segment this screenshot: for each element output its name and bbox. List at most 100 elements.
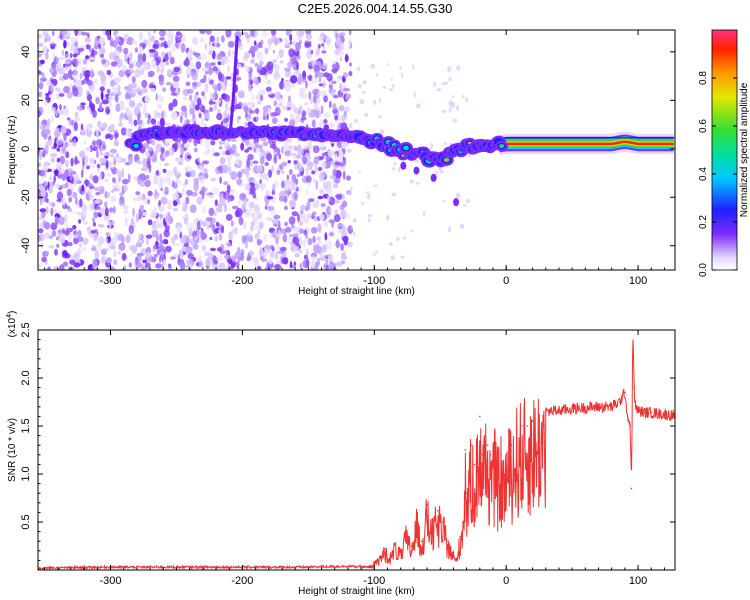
snr-point [634, 406, 637, 408]
noise-blob [258, 60, 264, 66]
noise-blob [358, 171, 362, 174]
noise-blob [138, 90, 144, 96]
noise-blob [238, 216, 244, 226]
noise-blob [89, 157, 95, 164]
noise-blob [113, 205, 116, 214]
noise-blob [99, 102, 103, 112]
noise-blob [318, 120, 324, 128]
noise-blob [312, 94, 317, 104]
noise-blob [66, 91, 73, 99]
snr-point [663, 413, 666, 416]
noise-blob [153, 59, 157, 69]
noise-blob [149, 87, 156, 92]
noise-blob [416, 103, 421, 109]
noise-blob [234, 103, 242, 110]
noise-blob [38, 42, 44, 48]
noise-blob [328, 100, 332, 109]
noise-blob [247, 231, 253, 237]
noise-blob [387, 62, 390, 66]
noise-blob [299, 204, 306, 211]
noise-blob [256, 164, 263, 173]
noise-blob [289, 169, 293, 175]
noise-blob [86, 165, 90, 170]
noise-blob [284, 221, 288, 227]
noise-blob [91, 203, 95, 209]
noise-blob [344, 106, 350, 113]
noise-blob [228, 263, 232, 268]
ridge-blobs [124, 123, 509, 207]
noise-blob [312, 255, 316, 262]
noise-blob [319, 89, 327, 96]
noise-blob [136, 119, 143, 125]
noise-blob [87, 226, 91, 231]
noise-blob [124, 86, 129, 90]
noise-blob [158, 43, 163, 48]
noise-blob [83, 139, 87, 145]
noise-blob [39, 77, 48, 82]
noise-blob [247, 208, 254, 213]
snr-point [489, 454, 492, 456]
noise-blob [217, 61, 222, 66]
noise-blob [107, 125, 115, 133]
noise-blob [204, 139, 210, 149]
noise-blob [147, 219, 153, 226]
noise-blob [372, 253, 377, 256]
noise-blob [96, 242, 102, 252]
noise-blob [111, 157, 116, 162]
noise-blob [294, 116, 300, 124]
snr-point [436, 509, 439, 512]
noise-blob [124, 216, 128, 226]
noise-blob [230, 138, 237, 142]
noise-blob [290, 224, 295, 229]
noise-blob [258, 221, 264, 230]
noise-blob [272, 218, 279, 226]
noise-blob [81, 203, 88, 213]
noise-blob [248, 109, 255, 114]
noise-blob [313, 66, 321, 74]
noise-blob [210, 140, 216, 146]
noise-blob [242, 55, 248, 62]
noise-blob [209, 92, 216, 101]
noise-blob [91, 265, 98, 270]
noise-blob [291, 173, 297, 183]
noise-blob [259, 89, 266, 96]
noise-blob [448, 107, 452, 113]
noise-blob [198, 112, 202, 119]
noise-blob [254, 108, 260, 115]
noise-blob [139, 204, 145, 210]
noise-blob [276, 169, 281, 175]
noise-blob [267, 107, 272, 113]
noise-blob [58, 210, 62, 216]
noise-blob [90, 185, 96, 190]
noise-blob [52, 30, 55, 37]
noise-blob [196, 56, 202, 60]
noise-blob [279, 246, 287, 252]
noise-blob [192, 243, 199, 250]
noise-blob [151, 120, 157, 125]
noise-blob [320, 105, 324, 115]
noise-blob [180, 105, 187, 112]
noise-blob [291, 152, 297, 157]
noise-blob [72, 210, 78, 215]
noise-blob [99, 172, 102, 181]
noise-blob [66, 143, 74, 147]
noise-blob [443, 81, 448, 85]
noise-blob [60, 125, 67, 135]
noise-blob [273, 100, 278, 107]
noise-blob [283, 180, 291, 191]
noise-blob [42, 219, 47, 229]
noise-blob [243, 221, 247, 230]
noise-blob [441, 81, 444, 86]
noise-blob [267, 38, 273, 46]
snr-plot-frame [37, 329, 676, 571]
noise-blob [85, 55, 90, 60]
noise-blob [201, 204, 206, 214]
noise-blob [180, 146, 185, 156]
noise-blob [168, 263, 172, 268]
noise-blob [159, 233, 163, 243]
noise-blob [118, 200, 126, 207]
noise-blob [176, 174, 181, 178]
noise-blob [135, 261, 142, 269]
noise-blob [334, 209, 339, 216]
